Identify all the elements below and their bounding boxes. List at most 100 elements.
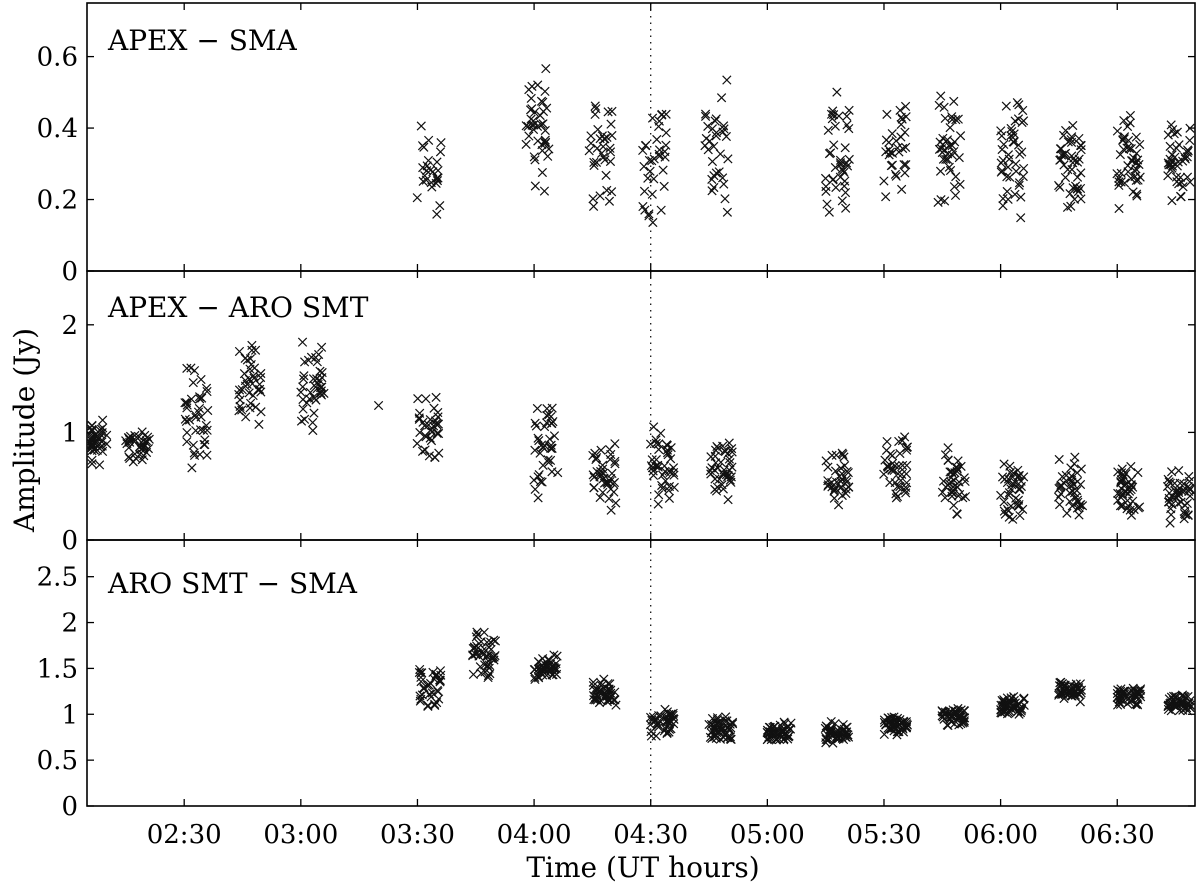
data-point (726, 477, 736, 487)
data-point (1055, 678, 1065, 688)
data-point (603, 107, 613, 117)
data-point (1004, 512, 1014, 522)
data-point (653, 499, 663, 509)
data-point (606, 505, 616, 515)
data-point (1119, 115, 1129, 126)
data-point (538, 119, 548, 129)
data-point (778, 728, 788, 738)
data-point (144, 434, 154, 444)
data-point (611, 498, 621, 508)
data-point (949, 146, 959, 157)
data-point (709, 182, 719, 193)
x-tick-label: 05:00 (730, 820, 805, 850)
data-point (1074, 510, 1084, 520)
data-point (432, 173, 442, 183)
data-point (668, 710, 678, 720)
data-point (900, 432, 910, 442)
data-point (828, 106, 838, 116)
y-axis-label: Amplitude (Jy) (8, 328, 41, 533)
data-point (711, 114, 721, 124)
data-point (724, 454, 734, 464)
data-point (537, 145, 547, 156)
data-point (829, 493, 839, 503)
data-point (828, 110, 839, 120)
data-point (102, 430, 112, 440)
data-point (715, 734, 726, 744)
data-point (479, 627, 489, 637)
data-point (605, 147, 616, 157)
data-point (1185, 123, 1195, 133)
data-point (234, 346, 245, 357)
data-point (892, 716, 902, 726)
data-point (545, 434, 555, 444)
data-point (945, 122, 955, 133)
data-point (130, 430, 140, 441)
data-point (999, 497, 1009, 507)
data-point (664, 718, 675, 729)
data-point (715, 149, 725, 159)
data-point (1065, 188, 1075, 199)
data-point (425, 433, 435, 443)
data-point (654, 145, 665, 155)
data-point (599, 674, 609, 684)
data-point (901, 445, 912, 455)
data-point (544, 409, 554, 420)
data-point (87, 438, 97, 449)
data-point (298, 374, 309, 384)
data-point (1120, 178, 1130, 188)
data-point (415, 664, 425, 675)
data-point (530, 484, 540, 494)
data-point (777, 724, 788, 735)
data-point (941, 154, 951, 164)
data-point (1128, 482, 1138, 492)
data-point (668, 713, 678, 724)
data-point (1001, 101, 1011, 111)
data-point (1018, 504, 1028, 515)
data-point (201, 383, 212, 393)
data-point (716, 457, 726, 467)
data-point (1118, 469, 1128, 480)
data-point (891, 136, 901, 146)
data-point (826, 716, 836, 727)
data-point (1014, 180, 1024, 191)
panel-title: APEX − SMA (107, 24, 298, 57)
data-point (187, 463, 197, 473)
data-point (820, 173, 831, 183)
data-point (595, 191, 605, 201)
data-point (998, 201, 1008, 211)
data-point (589, 157, 599, 168)
data-point (1011, 493, 1021, 503)
data-point (94, 460, 105, 470)
data-point (997, 144, 1007, 155)
data-point (651, 438, 661, 448)
data-point (240, 381, 251, 391)
data-point (433, 173, 443, 183)
data-point (1172, 127, 1182, 137)
data-point (543, 455, 553, 465)
data-point (824, 148, 835, 159)
data-point (415, 696, 425, 706)
data-point (430, 700, 440, 710)
data-point (710, 474, 720, 484)
data-point (1018, 171, 1028, 182)
data-point (1135, 139, 1145, 150)
data-point (606, 119, 616, 129)
data-point (596, 445, 606, 455)
data-point (1016, 476, 1026, 486)
data-point (1067, 164, 1077, 175)
x-axis-label: Time (UT hours) (526, 851, 759, 884)
data-point (721, 131, 731, 142)
data-point (719, 124, 729, 134)
data-point (533, 433, 543, 443)
data-point (605, 143, 615, 153)
data-point (840, 143, 850, 153)
data-point (521, 139, 531, 150)
data-point (1113, 488, 1123, 499)
data-point (595, 133, 605, 144)
data-point (599, 134, 609, 144)
data-point (1131, 189, 1142, 199)
data-point (421, 394, 431, 404)
data-point (188, 377, 198, 388)
data-point (1065, 496, 1075, 507)
data-point (1163, 171, 1173, 181)
